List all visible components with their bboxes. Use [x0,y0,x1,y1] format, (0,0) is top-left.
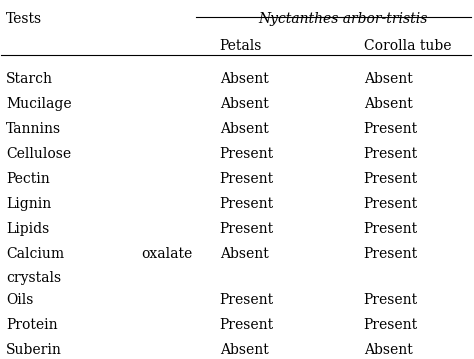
Text: Present: Present [220,172,274,186]
Text: crystals: crystals [6,271,61,285]
Text: Starch: Starch [6,72,53,86]
Text: Corolla tube: Corolla tube [364,39,451,53]
Text: Absent: Absent [220,344,268,358]
Text: Present: Present [364,147,418,161]
Text: Suberin: Suberin [6,344,62,358]
Text: Present: Present [220,147,274,161]
Text: Absent: Absent [364,97,412,111]
Text: Present: Present [220,197,274,211]
Text: Protein: Protein [6,318,58,332]
Text: Present: Present [364,293,418,307]
Text: Present: Present [364,172,418,186]
Text: Absent: Absent [220,72,268,86]
Text: Tests: Tests [6,12,42,26]
Text: Absent: Absent [220,122,268,136]
Text: Mucilage: Mucilage [6,97,72,111]
Text: Absent: Absent [220,97,268,111]
Text: Petals: Petals [220,39,262,53]
Text: Present: Present [364,222,418,236]
Text: Absent: Absent [364,344,412,358]
Text: Present: Present [220,318,274,332]
Text: oxalate: oxalate [141,247,192,261]
Text: Present: Present [220,293,274,307]
Text: Present: Present [364,197,418,211]
Text: Oils: Oils [6,293,33,307]
Text: Absent: Absent [220,247,268,261]
Text: Present: Present [364,122,418,136]
Text: Tannins: Tannins [6,122,61,136]
Text: Lipids: Lipids [6,222,49,236]
Text: Present: Present [220,222,274,236]
Text: Lignin: Lignin [6,197,51,211]
Text: Pectin: Pectin [6,172,50,186]
Text: Absent: Absent [364,72,412,86]
Text: Cellulose: Cellulose [6,147,71,161]
Text: Present: Present [364,247,418,261]
Text: Nyctanthes arbor-tristis: Nyctanthes arbor-tristis [258,12,428,26]
Text: Calcium: Calcium [6,247,64,261]
Text: Present: Present [364,318,418,332]
